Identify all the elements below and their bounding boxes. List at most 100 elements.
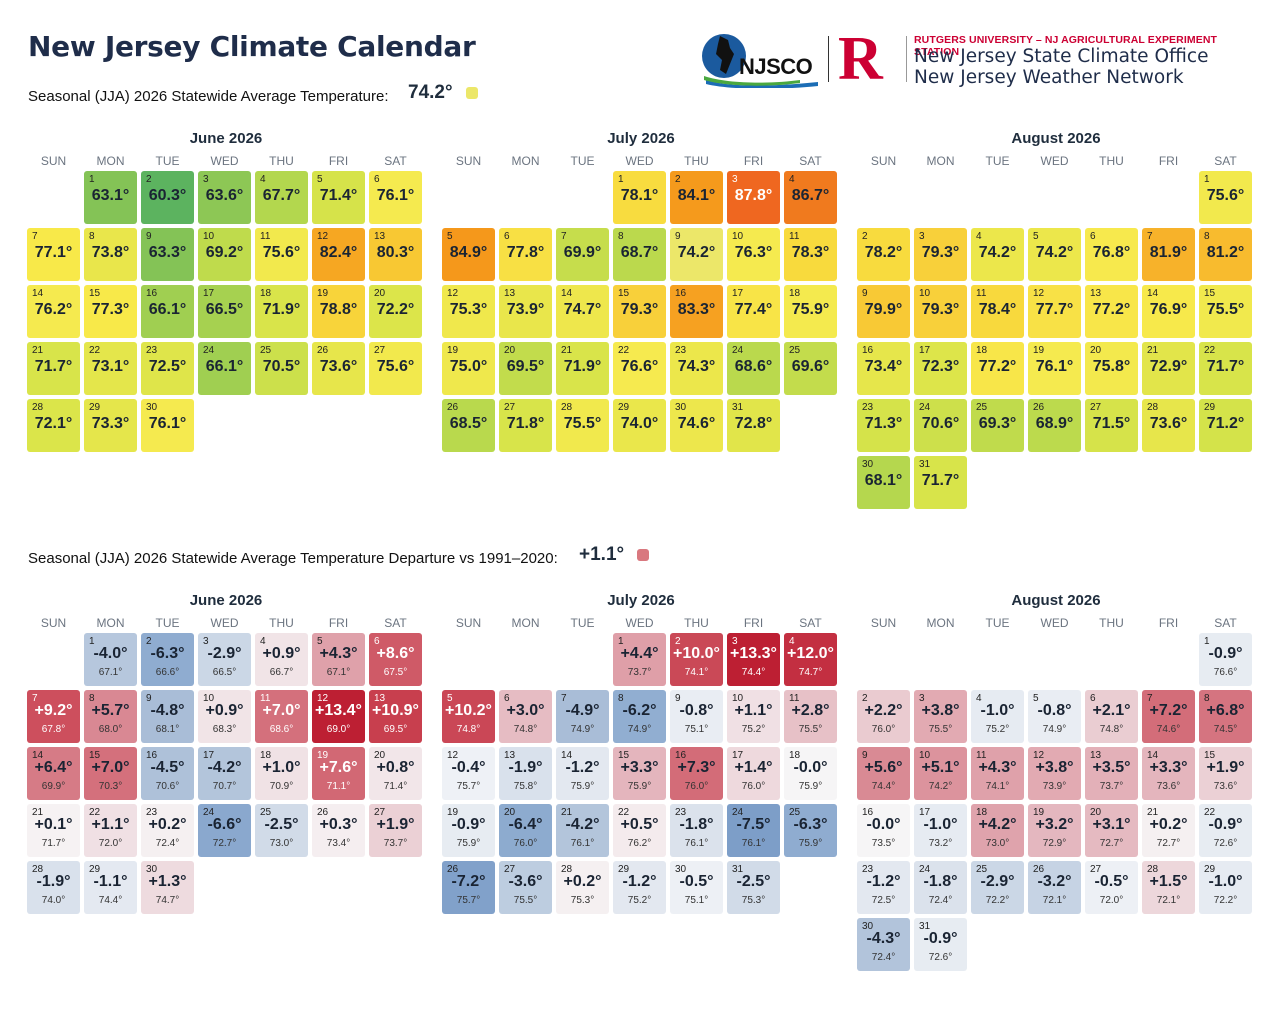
day-cell: 21 +0.2° 72.7°	[1142, 804, 1195, 857]
normal-temp: 74.5°	[1213, 724, 1238, 735]
weekday-header: MON	[96, 154, 125, 168]
njsco-logo	[702, 34, 818, 88]
day-cell: 12 77.7°	[1028, 285, 1081, 338]
departure-value: +4.3°	[978, 759, 1017, 776]
day-number: 3	[919, 231, 925, 242]
day-cell: 1 +4.4° 73.7°	[613, 633, 666, 686]
normal-temp: 71.4°	[383, 781, 408, 792]
day-cell: 16 -4.5° 70.6°	[141, 747, 194, 800]
normal-temp: 73.7°	[627, 667, 652, 678]
day-number: 4	[789, 636, 795, 647]
day-cell: 3 -2.9° 66.5°	[198, 633, 251, 686]
day-number: 3	[732, 636, 738, 647]
day-cell: 7 81.9°	[1142, 228, 1195, 281]
day-cell: 10 +5.1° 74.2°	[914, 747, 967, 800]
day-cell: 3 63.6°	[198, 171, 251, 224]
day-number: 5	[447, 231, 453, 242]
day-number: 2	[146, 174, 152, 185]
normal-temp: 75.3°	[741, 895, 766, 906]
departure-value: +0.8°	[376, 759, 415, 776]
day-cell: 28 +1.5° 72.1°	[1142, 861, 1195, 914]
day-number: 26	[1033, 864, 1045, 875]
day-number: 10	[203, 693, 215, 704]
normal-temp: 74.7°	[798, 667, 823, 678]
day-number: 30	[862, 459, 874, 470]
day-cell: 19 76.1°	[1028, 342, 1081, 395]
temp-summary-label: Seasonal (JJA) 2026 Statewide Average Te…	[28, 88, 389, 105]
day-cell: 8 81.2°	[1199, 228, 1252, 281]
logo-area: NJSCO R RUTGERS UNIVERSITY – NJ AGRICULT…	[700, 28, 1260, 90]
normal-temp: 68.0°	[98, 724, 123, 735]
day-number: 8	[89, 231, 95, 242]
day-number: 3	[732, 174, 738, 185]
day-cell: 8 73.8°	[84, 228, 137, 281]
day-cell: 20 +3.1° 72.7°	[1085, 804, 1138, 857]
day-cell: 17 66.5°	[198, 285, 251, 338]
day-number: 12	[1033, 288, 1045, 299]
day-number: 11	[260, 231, 271, 242]
normal-temp: 73.6°	[1213, 781, 1238, 792]
departure-summary-swatch	[637, 549, 649, 561]
weekday-header: SUN	[40, 154, 67, 168]
rutgers-affiliation: RUTGERS UNIVERSITY – NJ AGRICULTURAL EXP…	[914, 34, 1218, 58]
day-cell: 2 +2.2° 76.0°	[857, 690, 910, 743]
temperature-value: 73.1°	[91, 358, 130, 375]
weekday-header: FRI	[743, 616, 764, 630]
day-cell: 4 +12.0° 74.7°	[784, 633, 837, 686]
weekday-header: SAT	[799, 154, 822, 168]
day-cell: 1 78.1°	[613, 171, 666, 224]
departure-value: -4.2°	[207, 759, 242, 776]
day-cell: 18 -0.0° 75.9°	[784, 747, 837, 800]
day-cell: 18 +4.2° 73.0°	[971, 804, 1024, 857]
day-cell: 12 +3.8° 73.9°	[1028, 747, 1081, 800]
departure-value: +4.4°	[620, 645, 659, 662]
weekday-header: FRI	[743, 154, 764, 168]
departure-value: +6.8°	[1206, 702, 1245, 719]
day-number: 26	[447, 402, 459, 413]
day-cell: 26 -7.2° 75.7°	[442, 861, 495, 914]
normal-temp: 73.7°	[1099, 781, 1124, 792]
day-cell: 22 71.7°	[1199, 342, 1252, 395]
day-cell: 10 76.3°	[727, 228, 780, 281]
normal-temp: 68.3°	[212, 724, 237, 735]
day-number: 14	[561, 288, 573, 299]
day-number: 11	[789, 693, 800, 704]
day-number: 11	[789, 231, 800, 242]
temperature-value: 72.3°	[921, 358, 960, 375]
weekday-header: WED	[1040, 154, 1069, 168]
weekday-header: TUE	[155, 154, 180, 168]
day-cell: 5 74.2°	[1028, 228, 1081, 281]
departure-value: +6.4°	[34, 759, 73, 776]
temperature-value: 74.0°	[620, 415, 659, 432]
normal-temp: 74.8°	[1099, 724, 1124, 735]
temperature-value: 70.5°	[262, 358, 301, 375]
temperature-value: 77.2°	[1092, 301, 1131, 318]
day-number: 14	[561, 750, 573, 761]
normal-temp: 72.2°	[1213, 895, 1238, 906]
normal-temp: 72.0°	[98, 838, 123, 849]
day-cell: 11 +4.3° 74.1°	[971, 747, 1024, 800]
day-cell: 5 +4.3° 67.1°	[312, 633, 365, 686]
departure-value: -6.3°	[793, 816, 828, 833]
day-number: 11	[976, 750, 987, 761]
normal-temp: 74.8°	[456, 724, 481, 735]
day-number: 28	[32, 864, 44, 875]
departure-value: +3.8°	[921, 702, 960, 719]
day-cell: 12 75.3°	[442, 285, 495, 338]
day-number: 20	[504, 807, 516, 818]
day-cell: 15 +7.0° 70.3°	[84, 747, 137, 800]
temperature-value: 76.6°	[620, 358, 659, 375]
day-number: 9	[675, 231, 681, 242]
day-cell: 28 -1.9° 74.0°	[27, 861, 80, 914]
weekday-header: THU	[269, 616, 294, 630]
day-cell: 24 68.6°	[727, 342, 780, 395]
njsco-wordmark: NJSCO	[739, 54, 813, 79]
day-cell: 6 77.8°	[499, 228, 552, 281]
departure-value: +9.2°	[34, 702, 73, 719]
departure-value: -1.0°	[923, 816, 958, 833]
departure-value: -0.5°	[679, 873, 714, 890]
day-cell: 16 +7.3° 76.0°	[670, 747, 723, 800]
normal-temp: 71.1°	[326, 781, 351, 792]
day-cell: 21 71.9°	[556, 342, 609, 395]
weekday-header: SAT	[384, 154, 407, 168]
